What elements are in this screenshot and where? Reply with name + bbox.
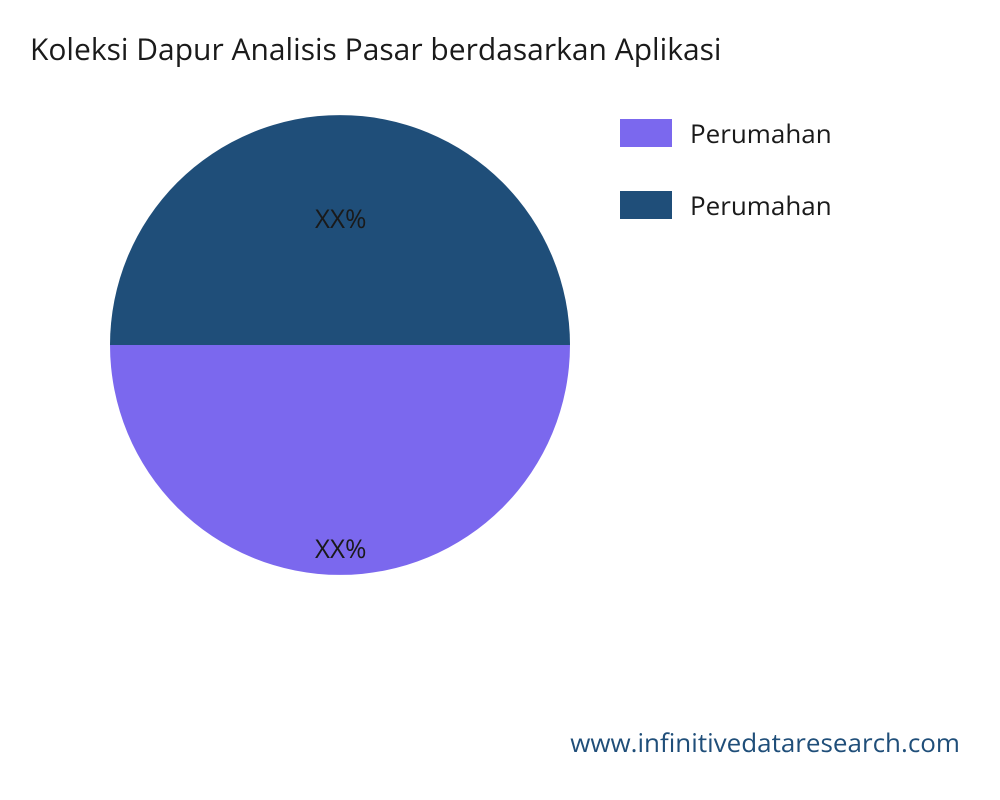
legend-label: Perumahan	[690, 115, 832, 151]
pie-svg	[110, 115, 570, 575]
slice-label-bottom: XX%	[315, 530, 367, 566]
pie-chart: XX% XX%	[110, 115, 570, 575]
chart-title: Koleksi Dapur Analisis Pasar berdasarkan…	[30, 28, 722, 69]
legend-label: Perumahan	[690, 187, 832, 223]
attribution-text: www.infinitivedataresearch.com	[570, 724, 960, 760]
legend-item: Perumahan	[620, 115, 832, 151]
legend-item: Perumahan	[620, 187, 832, 223]
legend-swatch	[620, 119, 672, 147]
legend-swatch	[620, 191, 672, 219]
legend: Perumahan Perumahan	[620, 115, 832, 259]
slice-label-top: XX%	[315, 200, 367, 236]
